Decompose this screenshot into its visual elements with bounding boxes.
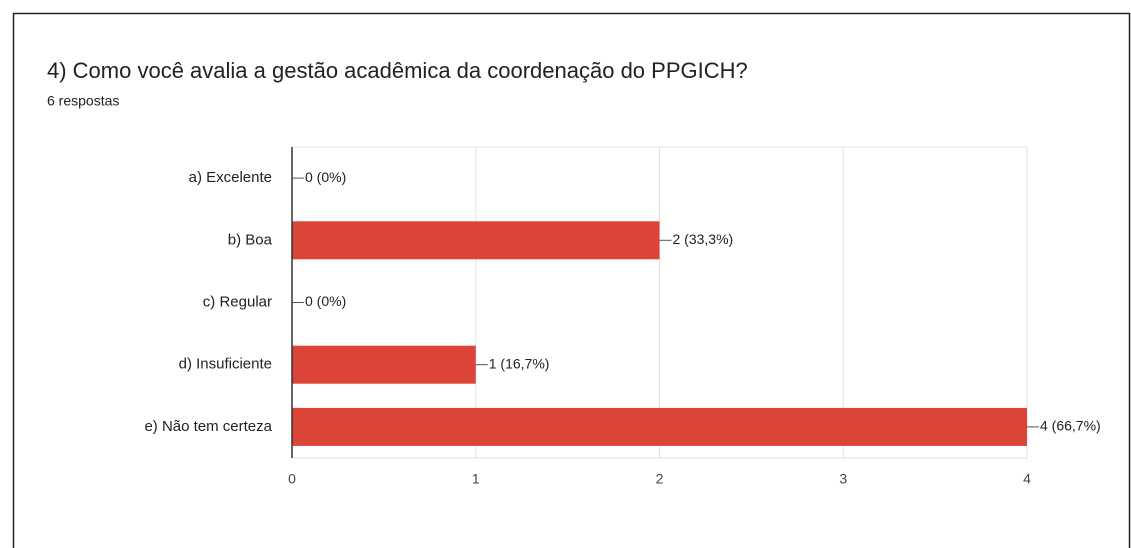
chart-subtitle: 6 respostas: [47, 93, 119, 109]
value-label: 4 (66,7%): [1040, 418, 1101, 434]
bar: [292, 221, 660, 260]
bar: [292, 407, 1027, 446]
value-label: 0 (0%): [305, 293, 346, 309]
x-tick-label: 3: [839, 471, 847, 487]
value-label: 0 (0%): [305, 169, 346, 185]
x-tick-label: 0: [288, 471, 296, 487]
value-label: 2 (33,3%): [673, 231, 734, 247]
x-tick-label: 1: [472, 471, 480, 487]
x-tick-label: 2: [656, 471, 664, 487]
value-label: 1 (16,7%): [489, 355, 550, 371]
y-tick-label: b) Boa: [228, 231, 273, 248]
y-tick-label: e) Não tem certeza: [144, 418, 272, 435]
bar: [292, 345, 476, 384]
y-tick-label: a) Excelente: [189, 169, 272, 186]
y-tick-label: d) Insuficiente: [179, 356, 272, 373]
y-tick-label: c) Regular: [203, 293, 272, 310]
card-border: [12, 12, 1131, 548]
chart-title: 4) Como você avalia a gestão acadêmica d…: [47, 58, 748, 83]
x-tick-label: 4: [1023, 471, 1031, 487]
